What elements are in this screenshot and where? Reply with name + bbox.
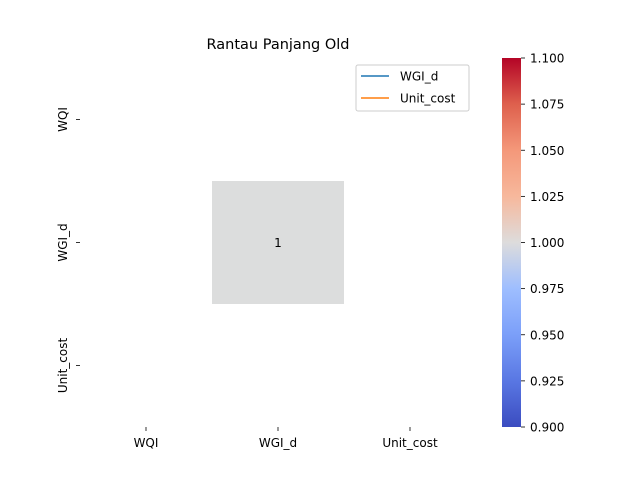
cell-value-label: 1	[274, 236, 282, 250]
legend: WGI_d Unit_cost	[355, 64, 470, 112]
x-tick-label: Unit_cost	[382, 436, 438, 450]
y-tick-label: Unit_cost	[56, 338, 70, 394]
colorbar: 0.900 0.925 0.950 0.975 1.000 1.025 1.050 1.075…	[502, 52, 564, 435]
colorbar-tick-label: 0.950	[530, 328, 564, 342]
x-tick-label: WGI_d	[259, 436, 297, 450]
x-tick-label: WQI	[134, 436, 159, 450]
heatmap-cell	[212, 181, 344, 304]
colorbar-tick-label: 1.025	[530, 190, 564, 204]
y-axis: WQI WGI_d Unit_cost	[56, 107, 80, 393]
y-tick-label: WQI	[56, 107, 70, 132]
colorbar-tick-label: 1.000	[530, 236, 564, 250]
colorbar-tick-label: 1.050	[530, 144, 564, 158]
chart-title: Rantau Panjang Old	[207, 37, 350, 53]
y-tick-label: WGI_d	[56, 223, 70, 261]
legend-label: WGI_d	[400, 70, 438, 84]
colorbar-tick-label: 0.925	[530, 374, 564, 388]
colorbar-gradient	[502, 58, 521, 427]
heatmap-plot-area: 1	[212, 181, 344, 304]
colorbar-tick-label: 0.975	[530, 282, 564, 296]
colorbar-tick-label: 0.900	[530, 421, 564, 435]
legend-label: Unit_cost	[400, 92, 456, 106]
colorbar-tick-label: 1.075	[530, 98, 564, 112]
x-axis: WQI WGI_d Unit_cost	[134, 427, 438, 450]
colorbar-tick-label: 1.100	[530, 52, 564, 66]
